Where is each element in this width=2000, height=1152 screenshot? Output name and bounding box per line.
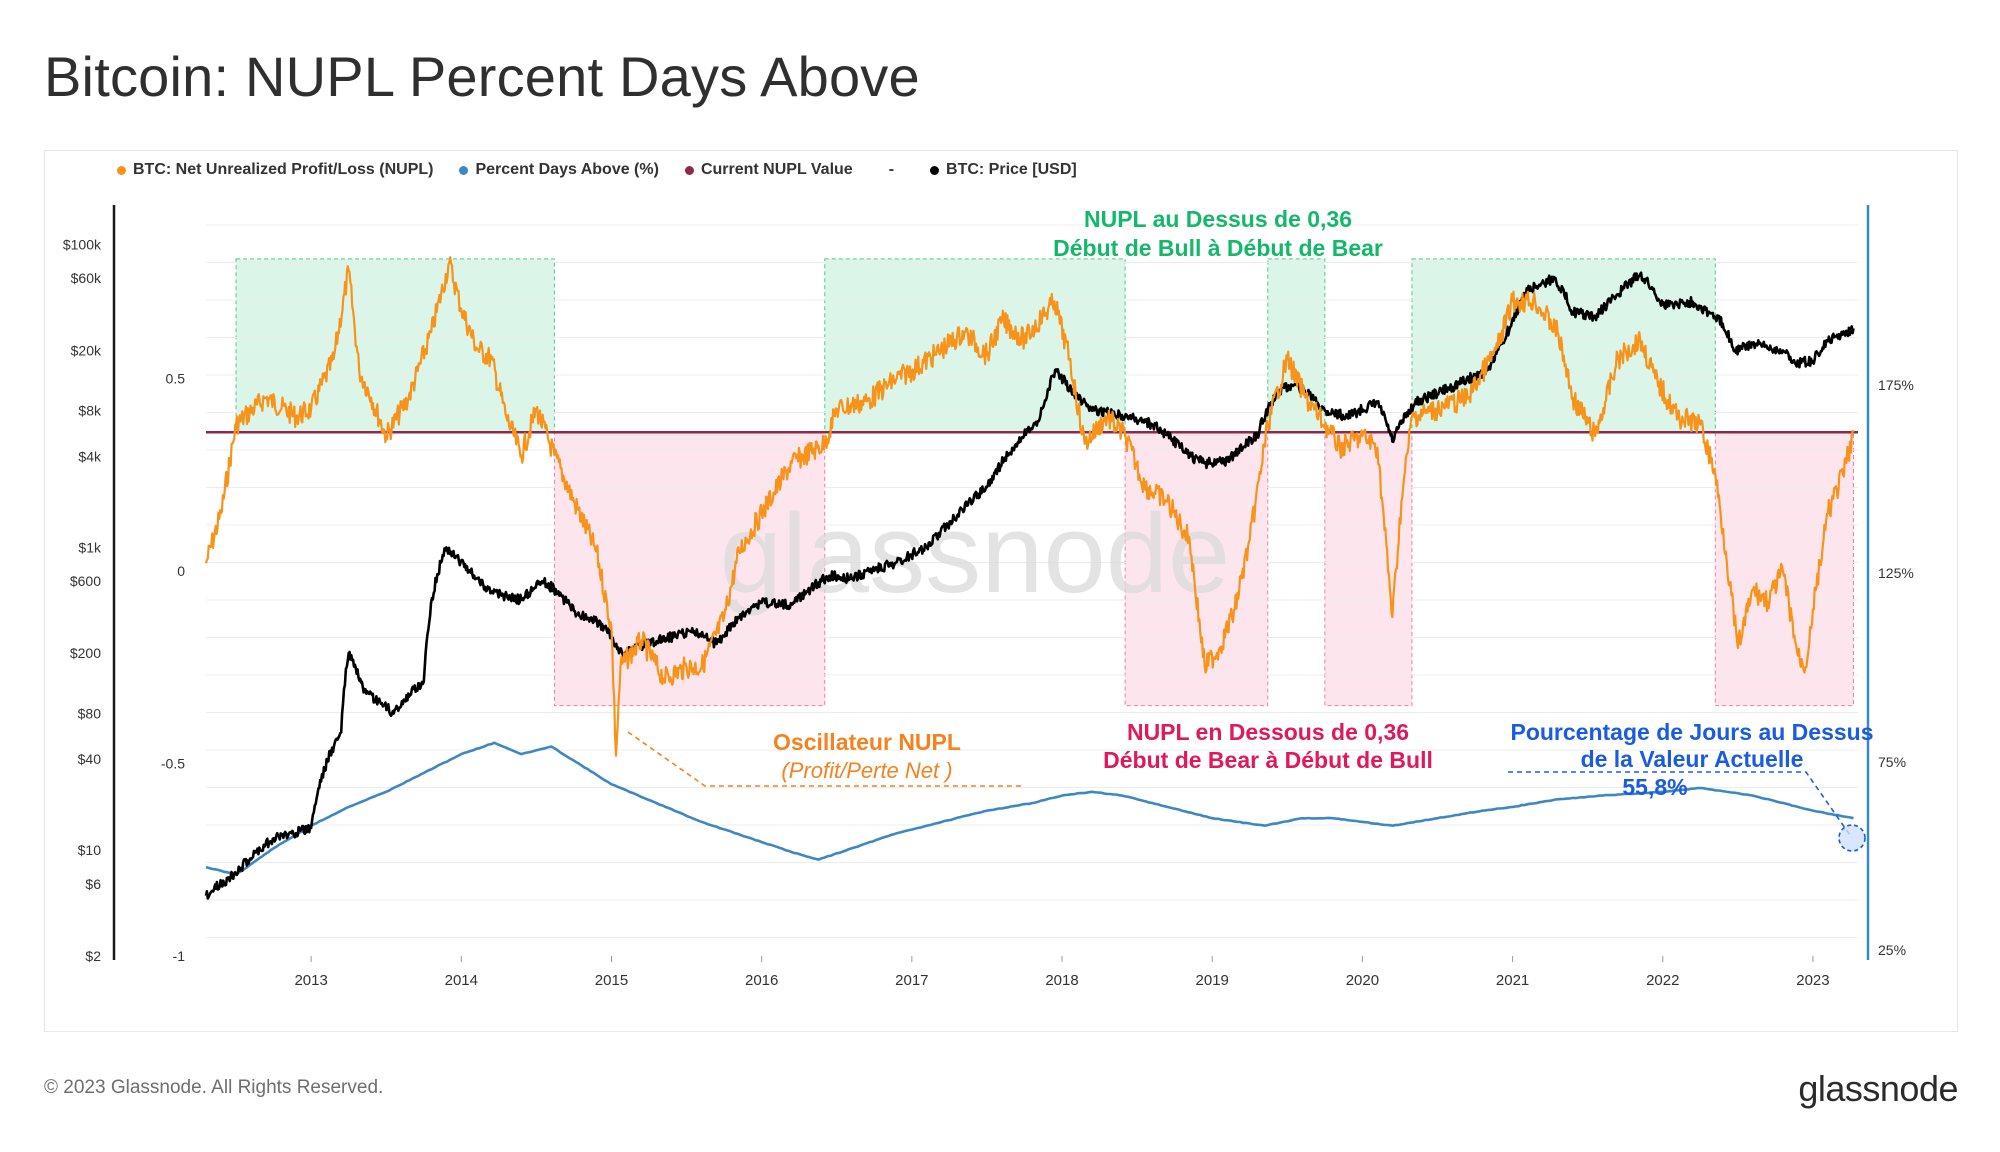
- legend-item-current-nupl[interactable]: Current NUPL Value: [684, 161, 853, 179]
- x-tick-label: 2014: [445, 972, 478, 989]
- chart-legend: BTC: Net Unrealized Profit/Loss (NUPL) P…: [117, 161, 1077, 179]
- nupl-tick-label: -0.5: [161, 755, 185, 771]
- bull-annotation-subtitle: Début de Bull à Début de Bear: [1053, 235, 1383, 261]
- price-tick-label: $10: [78, 842, 102, 858]
- footer-logo: glassnode: [1798, 1068, 1958, 1109]
- price-tick-label: $8k: [78, 403, 102, 419]
- legend-label-percent: Percent Days Above (%): [475, 161, 659, 178]
- percent-annotation-title: Pourcentage de Jours au Dessus: [1510, 719, 1873, 745]
- legend-dot-current-nupl: [684, 165, 694, 175]
- percent-callout-line: [1508, 771, 1853, 839]
- price-line: [204, 271, 1855, 900]
- percent-tick-label: 175%: [1878, 377, 1914, 393]
- nupl-tick-label: 0: [177, 563, 185, 579]
- axes-layer: $100k $60k $20k $8k $4k $1k $600 $200 $80 $40 $10 $…: [63, 205, 1914, 989]
- price-tick-label: $4k: [78, 448, 102, 464]
- nupl-tick-label: 0.5: [166, 370, 186, 386]
- page-title: Bitcoin: NUPL Percent Days Above: [44, 45, 920, 108]
- price-tick-label: $60k: [71, 270, 102, 286]
- legend-item-nupl[interactable]: BTC: Net Unrealized Profit/Loss (NUPL): [117, 161, 433, 179]
- x-tick-label: 2021: [1496, 972, 1529, 989]
- x-tick-label: 2018: [1045, 972, 1078, 989]
- x-tick-label: 2019: [1196, 972, 1229, 989]
- legend-item-price[interactable]: BTC: Price [USD]: [930, 161, 1077, 179]
- percent-tick-label: 25%: [1878, 942, 1906, 958]
- bull-zone-0: [235, 258, 555, 433]
- price-tick-label: $2: [85, 948, 101, 964]
- zones-layer: [235, 258, 1854, 707]
- legend-item-percent-days-above[interactable]: Percent Days Above (%): [459, 161, 659, 179]
- price-tick-label: $20k: [71, 342, 102, 358]
- x-tick-label: 2015: [595, 972, 628, 989]
- bear-annotation-title: NUPL en Dessous de 0,36: [1127, 719, 1409, 745]
- legend-dot-percent: [459, 165, 469, 175]
- legend-label-current-nupl: Current NUPL Value: [700, 161, 853, 178]
- x-tick-label: 2016: [745, 972, 778, 989]
- gridlines: [206, 224, 1858, 938]
- bull-annotation-title: NUPL au Dessus de 0,36: [1084, 206, 1352, 232]
- percent-tick-label: 75%: [1878, 754, 1906, 770]
- percent-annotation-value: 55,8%: [1622, 774, 1687, 800]
- bull-zone-2: [1267, 258, 1326, 433]
- annotations-layer: NUPL au Dessus de 0,36 Début de Bull à D…: [627, 206, 1874, 852]
- price-tick-label: $1k: [78, 539, 102, 555]
- legend-dot-nupl: [117, 165, 126, 175]
- price-tick-label: $6: [85, 876, 101, 892]
- x-tick-label: 2023: [1796, 972, 1829, 989]
- bear-annotation-subtitle: Début de Bear à Début de Bull: [1103, 747, 1433, 773]
- nupl-line: [204, 256, 1855, 757]
- price-tick-label: $600: [70, 573, 101, 589]
- legend-item-separator: -: [879, 161, 904, 179]
- percent-annotation-subtitle: de la Valeur Actuelle: [1581, 746, 1804, 772]
- legend-label-price: BTC: Price [USD]: [946, 161, 1077, 178]
- price-tick-label: $80: [78, 705, 102, 721]
- bear-zone-2: [1324, 431, 1413, 707]
- legend-dot-price: [930, 165, 940, 175]
- legend-separator: -: [888, 161, 895, 178]
- oscillator-annotation-title: Oscillateur NUPL: [773, 729, 961, 755]
- bear-zone-3: [1714, 431, 1854, 707]
- oscillator-callout-line: [627, 731, 1022, 787]
- x-tick-label: 2022: [1646, 972, 1679, 989]
- price-tick-label: $40: [78, 751, 102, 767]
- percent-days-above-line: [205, 741, 1854, 877]
- percent-tick-label: 125%: [1878, 565, 1914, 581]
- x-tick-label: 2020: [1346, 972, 1379, 989]
- nupl-tick-label: -1: [173, 948, 186, 964]
- legend-label-nupl: BTC: Net Unrealized Profit/Loss (NUPL): [133, 161, 434, 178]
- oscillator-annotation-subtitle: (Profit/Perte Net ): [781, 758, 952, 783]
- x-tick-label: 2013: [294, 972, 327, 989]
- price-tick-label: $100k: [63, 237, 102, 253]
- series-layer: [204, 256, 1858, 900]
- x-tick-label: 2017: [895, 972, 928, 989]
- price-tick-label: $200: [70, 645, 101, 661]
- current-value-marker: [1838, 824, 1866, 852]
- footer-copyright: © 2023 Glassnode. All Rights Reserved.: [44, 1077, 384, 1098]
